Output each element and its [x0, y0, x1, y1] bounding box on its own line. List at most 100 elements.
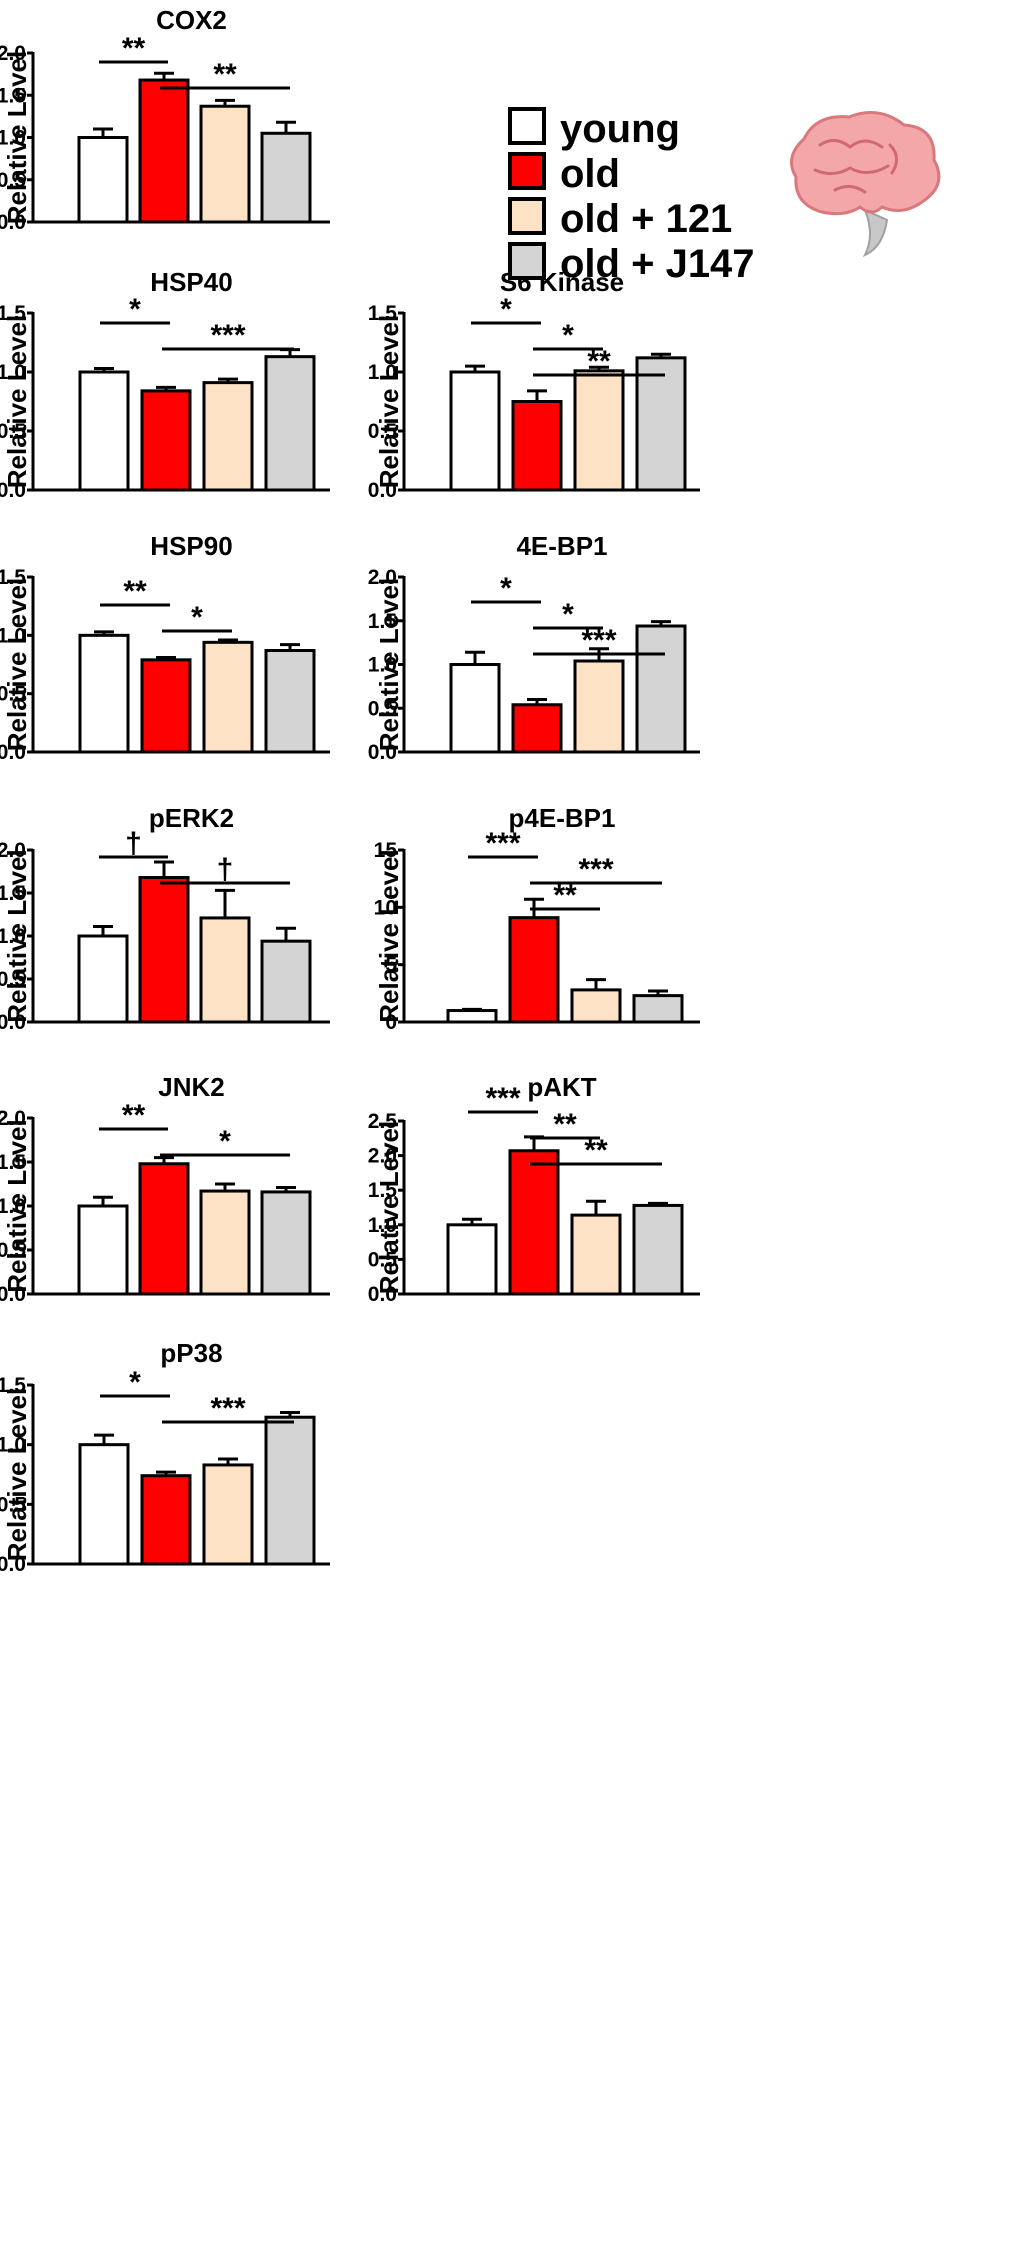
chart-title: JNK2: [158, 1072, 224, 1102]
significance-label: *: [191, 601, 203, 634]
bar-young: [449, 663, 501, 754]
y-tick-label: 0.0: [0, 211, 26, 234]
y-tick-label: 0.5: [368, 697, 398, 720]
bar-old: [138, 78, 190, 224]
y-tick-label: 1.5: [0, 566, 26, 589]
bar-old: [140, 389, 192, 492]
y-tick-label: 2.0: [368, 1145, 397, 1168]
y-tick-label: 0.5: [0, 169, 26, 192]
bar-old: [138, 1162, 190, 1296]
y-tick-label: 2.0: [0, 42, 26, 65]
significance-label: ***: [578, 853, 613, 886]
y-tick-label: 1.5: [0, 1151, 26, 1174]
significance-label: ***: [485, 827, 520, 860]
bar-old-121: [573, 369, 625, 492]
bar-old-j147: [264, 355, 316, 492]
bar-young: [77, 136, 129, 224]
bar-old: [508, 916, 560, 1024]
bar-young: [449, 370, 501, 492]
y-tick-label: 2.5: [368, 1110, 398, 1133]
significance-label: **: [123, 575, 147, 608]
legend-swatch-old-121: [508, 197, 546, 235]
y-tick-label: 0.5: [0, 1239, 26, 1262]
y-tick-label: 0.5: [0, 683, 26, 706]
bar-old-121: [570, 988, 622, 1024]
y-tick-label: 1.0: [368, 654, 397, 677]
legend-label-young: young: [560, 107, 680, 151]
legend-swatch-old: [508, 152, 546, 190]
chart-title: pP38: [160, 1338, 222, 1368]
bar-young: [78, 1443, 130, 1566]
y-tick-label: 1.5: [368, 610, 398, 633]
y-tick-label: 1.5: [368, 302, 398, 325]
y-tick-label: 0.0: [0, 741, 26, 764]
chart-title: pERK2: [149, 803, 234, 833]
bar-old-121: [202, 640, 254, 754]
significance-label: **: [553, 1108, 577, 1141]
bar-old-j147: [632, 1203, 684, 1296]
significance-label: *: [562, 598, 574, 631]
y-axis-label: Relative Level: [2, 1388, 32, 1561]
y-tick-label: 1.0: [368, 1214, 397, 1237]
bar-young: [78, 633, 130, 754]
legend: young old old + 121 old + J147: [508, 107, 755, 286]
legend-label-old-121: old + 121: [560, 197, 732, 241]
significance-label: *: [562, 319, 574, 352]
bar-old-j147: [632, 994, 684, 1024]
y-tick-label: 0.0: [0, 479, 26, 502]
significance-label: **: [584, 1134, 608, 1167]
bar-old-121: [199, 104, 251, 224]
y-tick-label: 2.0: [0, 1107, 26, 1130]
significance-label: ***: [210, 319, 245, 352]
y-tick-label: 0.0: [368, 479, 397, 502]
significance-label: ***: [210, 1392, 245, 1425]
y-tick-label: 0.5: [0, 968, 26, 991]
significance-label: **: [213, 58, 237, 91]
y-axis-label: Relative Level: [2, 578, 32, 751]
brain-icon: [790, 111, 941, 258]
chart-title: 4E-BP1: [516, 531, 607, 561]
bar-old-j147: [264, 1415, 316, 1566]
y-tick-label: 1.5: [0, 882, 26, 905]
bar-old-j147: [260, 131, 312, 224]
y-tick-label: 0.0: [368, 741, 397, 764]
bar-old-j147: [635, 624, 687, 754]
y-tick-label: 15: [374, 839, 398, 862]
y-tick-label: 5: [385, 954, 397, 977]
y-axis-label: Relative Level: [374, 315, 404, 488]
y-tick-label: 0.0: [368, 1283, 397, 1306]
y-tick-label: 1.0: [0, 1195, 26, 1218]
significance-label: **: [587, 345, 611, 378]
bar-old: [140, 1474, 192, 1566]
bar-old-j147: [260, 1190, 312, 1296]
bar-old: [140, 658, 192, 754]
chart-title: p4E-BP1: [509, 803, 616, 833]
bar-old: [138, 876, 190, 1024]
significance-label: *: [129, 293, 141, 326]
y-tick-label: 2.0: [368, 566, 397, 589]
y-tick-label: 0.5: [0, 1493, 26, 1516]
bar-young: [77, 1204, 129, 1296]
y-tick-label: 1.5: [0, 84, 26, 107]
y-tick-label: 2.0: [0, 839, 26, 862]
bar-old-j147: [635, 356, 687, 492]
bar-old: [511, 703, 563, 754]
y-tick-label: 0.5: [368, 1248, 398, 1271]
y-tick-label: 0.0: [0, 1011, 26, 1034]
significance-label: ***: [485, 1082, 520, 1115]
bar-old-121: [199, 916, 251, 1024]
y-tick-label: 1.0: [0, 361, 26, 384]
bar-old: [508, 1149, 560, 1296]
significance-label: *: [500, 572, 512, 605]
chart-title: HSP90: [150, 531, 232, 561]
y-tick-label: 1.0: [368, 361, 397, 384]
significance-label: †: [217, 853, 234, 886]
